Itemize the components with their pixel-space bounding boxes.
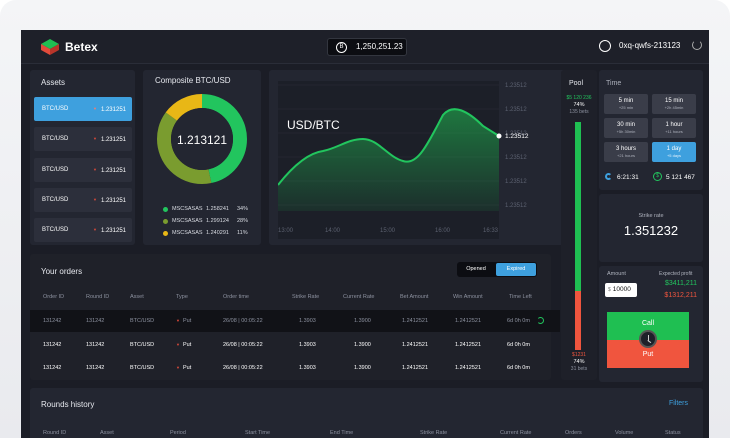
down-arrow-icon: ▼ xyxy=(176,365,180,370)
username[interactable]: 0xq-qwfs-213123 xyxy=(619,41,681,50)
donut-chart xyxy=(157,94,247,184)
table-row[interactable]: 131242 131242 BTC/USD ▼ Put 26/08 | 00:05… xyxy=(43,365,530,371)
current-value-label: 1.23512 xyxy=(505,133,529,140)
orders-tabs: Opened Expired xyxy=(457,262,537,277)
down-arrow-icon: ▼ xyxy=(176,342,180,347)
pool-title: Pool xyxy=(569,80,584,87)
legend-dot xyxy=(163,231,168,236)
time-option-1day[interactable]: 1 day +5 days xyxy=(652,142,696,162)
strike-label: Strike rate xyxy=(638,213,664,219)
pool-bar-green xyxy=(575,122,581,291)
bet-panel: Amount Expected profit $10000 $3411,211 … xyxy=(599,266,703,382)
clock-icon xyxy=(605,173,612,180)
tab-opened[interactable]: Opened xyxy=(466,266,486,272)
strike-panel: Strike rate 1.351232 xyxy=(599,194,703,262)
profit-put: $1312,211 xyxy=(664,292,697,299)
y-tick-label: 1.23512 xyxy=(505,179,527,185)
orders-title: Your orders xyxy=(41,267,83,276)
pool-panel: Pool $5 120 236 74% 135 bets $1231 74% 3… xyxy=(561,70,597,380)
time-panel: Time 5 min +25 min 15 min +2h 45min 30 min… xyxy=(599,70,703,190)
rounds-title: Rounds history xyxy=(41,400,95,409)
donut-slice xyxy=(157,94,247,184)
logo-icon xyxy=(41,39,59,55)
legend-dot xyxy=(163,219,168,224)
y-tick-label: 1.23512 xyxy=(505,107,527,113)
coin-icon: B xyxy=(336,42,347,53)
user-icon[interactable] xyxy=(599,40,611,52)
x-tick-label: 16:33 xyxy=(483,228,499,234)
chart-line xyxy=(278,108,500,186)
donut-center-value: 1.213121 xyxy=(176,133,228,147)
strike-value: 1.351232 xyxy=(623,223,679,238)
time-option-15min[interactable]: 15 min +2h 45min xyxy=(652,94,696,114)
brand-name: Betex xyxy=(65,40,98,54)
x-tick-label: 15:00 xyxy=(380,228,396,234)
amount-input[interactable]: $10000 xyxy=(605,283,637,297)
y-tick-label: 1.23512 xyxy=(505,83,527,89)
currency-icon: $ xyxy=(608,287,611,293)
x-tick-label: 13:00 xyxy=(278,228,294,234)
balance-display[interactable]: B 1,250,251.23 xyxy=(327,38,407,56)
amount-label: Amount xyxy=(607,271,626,277)
chart-area xyxy=(278,109,499,211)
rounds-panel: Rounds history Filters Round ID Asset Pe… xyxy=(30,388,703,438)
table-row[interactable]: 131242 131242 BTC/USD ▼ Put 26/08 | 00:05… xyxy=(30,310,560,332)
time-option-30min[interactable]: 30 min +5h 30min xyxy=(604,118,648,138)
pool-bar xyxy=(575,122,581,350)
countdown: 6:21:31 xyxy=(617,174,639,181)
profit-call: $3411,211 xyxy=(664,280,697,287)
current-point xyxy=(496,133,502,139)
legend-dot xyxy=(163,207,168,212)
down-arrow-icon: ▼ xyxy=(176,318,180,323)
x-tick-label: 14:00 xyxy=(325,228,341,234)
composite-title: Composite BTC/USD xyxy=(155,76,231,85)
assets-title: Assets xyxy=(41,78,66,87)
price-chart: 1.23512 1.23512 1.23512 1.23512 1.23512 1.235… xyxy=(278,81,529,239)
chart-title: USD/BTC xyxy=(287,118,340,132)
table-row[interactable]: 131242 131242 BTC/USD ▼ Put 26/08 | 00:05… xyxy=(43,342,530,348)
dollar-icon: $ xyxy=(653,172,662,181)
time-title: Time xyxy=(606,80,622,87)
price-chart-panel: 1.23512 1.23512 1.23512 1.23512 1.23512 1.235… xyxy=(269,70,567,245)
tab-expired[interactable]: Expired xyxy=(496,263,536,276)
orders-panel: Your orders Opened Expired Order ID Roun… xyxy=(30,254,560,380)
pool-total: 5 121 467 xyxy=(666,174,695,181)
time-option-1hour[interactable]: 1 hour +11 hours xyxy=(652,118,696,138)
x-tick-label: 16:00 xyxy=(435,228,451,234)
filters-link[interactable]: Filters xyxy=(668,400,688,407)
y-tick-label: 1.23512 xyxy=(505,155,527,161)
balance-value: 1,250,251.23 xyxy=(356,42,403,51)
top-bar: Betex B 1,250,251.23 0xq-qwfs-213123 xyxy=(21,30,709,64)
time-option-5min[interactable]: 5 min +25 min xyxy=(604,94,648,114)
y-tick-label: 1.23512 xyxy=(505,203,527,209)
power-icon[interactable] xyxy=(692,40,702,50)
time-option-3hours[interactable]: 3 hours +21 hours xyxy=(604,142,648,162)
loading-icon xyxy=(537,317,544,324)
clock-dial-icon xyxy=(639,330,657,348)
profit-label: Expected profit xyxy=(659,271,693,277)
donut-slice xyxy=(157,94,247,184)
app-screen: Betex B 1,250,251.23 0xq-qwfs-213123 Ass… xyxy=(21,30,709,438)
composite-panel: Composite BTC/USD 1.213121 MSCSASAS 1.25… xyxy=(143,70,261,245)
y-tick-label: 1.23512 xyxy=(505,131,527,137)
